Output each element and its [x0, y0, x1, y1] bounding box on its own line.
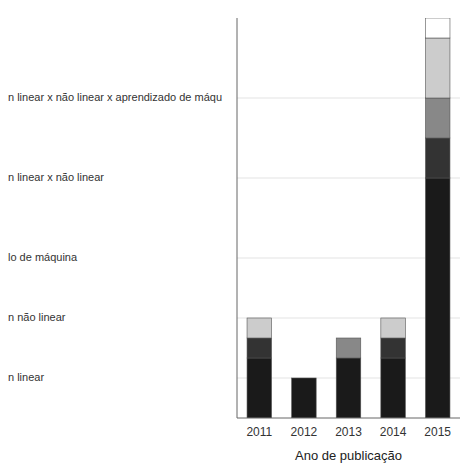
bar-segment — [425, 178, 450, 418]
bar-segment — [336, 338, 361, 339]
y-tick-label: n linear — [8, 371, 44, 383]
series — [247, 178, 450, 418]
series — [336, 98, 450, 358]
y-axis-line — [237, 18, 238, 418]
x-tick-label: 2012 — [291, 425, 318, 439]
bar-segment — [336, 338, 361, 358]
bar-segment — [247, 338, 272, 358]
bar-segment — [247, 318, 272, 319]
bar-segment — [292, 378, 317, 418]
bar-segment — [336, 358, 361, 418]
bar-segment — [292, 378, 317, 379]
bar-segment — [292, 378, 317, 379]
y-tick-labels: n linear n não linear lo de máquina n linea… — [8, 91, 222, 383]
bar-segment — [381, 358, 406, 418]
y-tick-label: n não linear — [8, 311, 66, 323]
bar-segment — [247, 358, 272, 418]
bar-segment — [292, 378, 317, 379]
bar-segment — [425, 38, 450, 98]
x-tick-label: 2013 — [335, 425, 362, 439]
x-tick-label: 2014 — [380, 425, 407, 439]
y-tick-label: n linear x não linear — [8, 171, 104, 183]
bar-segment — [336, 338, 361, 339]
x-tick-label: 2011 — [246, 425, 272, 439]
x-axis-label: Ano de publicação — [295, 448, 402, 463]
bar-segment — [381, 318, 406, 338]
axes: 2011 2012 2013 2014 2015 — [237, 18, 460, 439]
chart: n linear n não linear lo de máquina n linea… — [0, 0, 474, 474]
bar-segment — [425, 98, 450, 138]
bar-segment — [247, 318, 272, 338]
x-axis-line — [237, 418, 460, 419]
y-tick-label: lo de máquina — [8, 251, 78, 263]
x-tick-label: 2015 — [424, 425, 451, 439]
series — [247, 38, 450, 338]
bar-segment — [292, 378, 317, 379]
bar-segment — [425, 18, 450, 38]
series — [247, 138, 450, 358]
series — [425, 18, 450, 38]
bars — [247, 18, 450, 418]
bar-segment — [381, 338, 406, 358]
bar-segment — [381, 318, 406, 319]
bar-segment — [425, 138, 450, 178]
y-tick-label: n linear x não linear x aprendizado de m… — [8, 91, 222, 103]
